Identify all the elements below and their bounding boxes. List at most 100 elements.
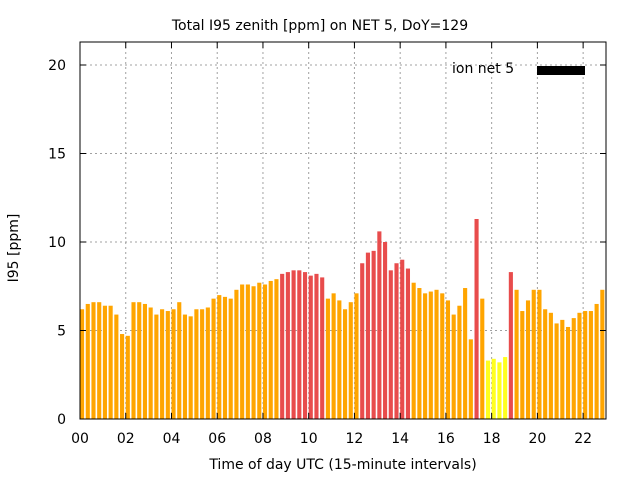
bar	[80, 309, 85, 419]
bar	[91, 302, 96, 419]
axis-tick-labels: 00 02 04 06 08 10 12 14 16 18 20 22 0 5 10 15 20	[48, 58, 592, 447]
bar	[348, 302, 353, 419]
bar	[137, 302, 142, 419]
x-tick-label: 10	[300, 431, 318, 447]
bar	[108, 305, 113, 419]
bar	[588, 311, 593, 419]
bar	[234, 289, 239, 419]
bar	[474, 218, 479, 419]
bar	[343, 309, 348, 419]
bar	[451, 314, 456, 419]
x-tick-label: 14	[391, 431, 409, 447]
bar	[565, 326, 571, 419]
legend-label: ion net 5	[452, 61, 515, 77]
bar	[308, 275, 313, 419]
bar	[257, 282, 262, 419]
bar	[131, 302, 136, 419]
bar	[354, 293, 359, 419]
bar	[571, 318, 576, 419]
bar	[217, 295, 222, 419]
bar	[297, 270, 302, 419]
bar	[85, 303, 90, 419]
bar	[463, 288, 468, 419]
bar	[423, 293, 428, 419]
bar	[548, 312, 553, 419]
x-tick-label: 04	[163, 431, 181, 447]
bar	[125, 335, 130, 419]
bar	[114, 314, 119, 419]
bar	[194, 309, 199, 419]
x-tick-label: 20	[528, 431, 546, 447]
bar	[577, 312, 582, 419]
bar	[371, 250, 376, 419]
bar	[560, 319, 565, 419]
bar	[251, 286, 256, 419]
x-tick-label: 18	[483, 431, 501, 447]
bar	[543, 309, 548, 419]
bar	[508, 272, 513, 419]
bar	[165, 311, 170, 419]
bar	[142, 303, 148, 419]
bar	[497, 362, 502, 419]
bar	[365, 252, 370, 419]
x-axis-label: Time of day UTC (15-minute intervals)	[209, 457, 477, 473]
bar	[177, 302, 182, 419]
bar	[222, 296, 228, 419]
bar	[485, 360, 491, 419]
bar	[383, 242, 388, 419]
bar	[320, 277, 325, 419]
bar	[480, 298, 485, 419]
bar	[205, 307, 210, 419]
x-tick-label: 16	[437, 431, 455, 447]
bar	[240, 284, 245, 419]
x-tick-label: 06	[208, 431, 226, 447]
bar	[200, 309, 205, 419]
bar-series	[80, 218, 605, 419]
bar	[120, 334, 125, 419]
bar	[428, 291, 433, 419]
x-tick-label: 00	[71, 431, 89, 447]
bar	[268, 280, 273, 419]
bar	[377, 231, 382, 419]
bar	[417, 288, 422, 419]
bar	[388, 270, 393, 419]
legend-swatch	[537, 66, 585, 75]
bar	[503, 357, 508, 419]
bar	[411, 282, 416, 419]
bar	[514, 289, 519, 419]
y-tick-label: 5	[57, 324, 66, 340]
bar	[491, 358, 496, 419]
chart-title: Total I95 zenith [ppm] on NET 5, DoY=129	[171, 18, 469, 34]
bar	[331, 293, 336, 419]
bar	[211, 298, 216, 419]
bar	[314, 273, 319, 419]
bar	[600, 289, 605, 419]
bar	[337, 300, 342, 419]
y-tick-label: 15	[48, 147, 66, 163]
bar	[531, 289, 536, 419]
bar	[102, 305, 107, 419]
bar	[440, 293, 445, 419]
bar	[182, 314, 188, 419]
bar	[520, 311, 525, 419]
x-tick-label: 22	[574, 431, 592, 447]
y-tick-label: 20	[48, 58, 66, 74]
bar	[97, 302, 102, 419]
axis-ticks	[79, 42, 606, 420]
x-tick-label: 12	[346, 431, 364, 447]
bar	[302, 272, 308, 419]
bar	[434, 289, 439, 419]
bar	[262, 284, 268, 419]
x-tick-label: 02	[117, 431, 135, 447]
bar	[154, 314, 159, 419]
bar	[188, 316, 193, 419]
bar	[148, 307, 153, 419]
bar	[525, 300, 531, 419]
bar	[405, 268, 411, 419]
bar	[280, 273, 285, 419]
bar	[360, 263, 365, 419]
x-tick-label: 08	[254, 431, 272, 447]
plot-frame	[79, 41, 607, 420]
bar	[394, 263, 399, 419]
bar	[554, 323, 559, 419]
